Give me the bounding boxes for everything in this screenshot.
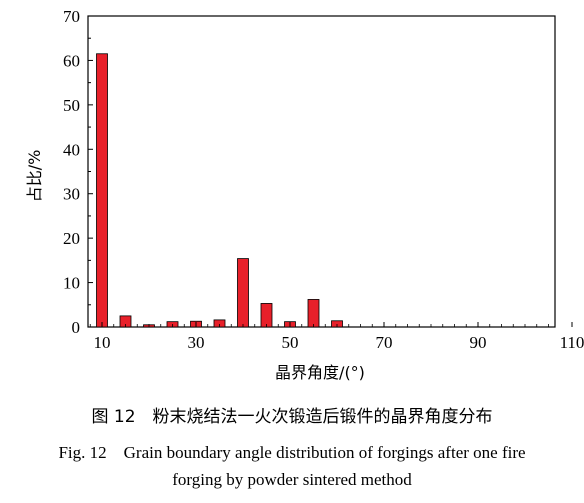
bar	[237, 258, 249, 328]
y-axis-label: 占比/%	[25, 150, 44, 203]
x-tick-label: 10	[94, 333, 111, 352]
bar	[260, 303, 273, 328]
caption-english-line1: Fig. 12 Grain boundary angle distributio…	[58, 443, 526, 462]
y-tick-label: 70	[63, 7, 80, 26]
y-axis: 0 10 20 30 40 50 60 70	[63, 7, 93, 337]
x-tick-label: 30	[188, 333, 205, 352]
y-tick-label: 30	[63, 185, 80, 204]
caption-english-line2: forging by powder sintered method	[172, 470, 412, 489]
y-tick-label: 20	[63, 229, 80, 248]
x-tick-label: 90	[470, 333, 487, 352]
x-tick-label: 110	[560, 333, 584, 352]
caption-chinese: 图 12 粉末烧结法一火次锻造后锻件的晶界角度分布	[91, 407, 493, 427]
bars-group	[96, 53, 343, 328]
bar	[307, 299, 320, 328]
y-tick-label: 50	[63, 96, 80, 115]
x-axis: 1030507090110130150170	[89, 322, 584, 352]
y-tick-label: 60	[63, 51, 80, 70]
y-tick-label: 0	[72, 318, 81, 337]
x-axis-label: 晶界角度/(°)	[275, 363, 365, 382]
x-tick-label: 70	[376, 333, 393, 352]
y-tick-label: 40	[63, 140, 80, 159]
plot-frame	[87, 15, 556, 328]
bar	[96, 53, 108, 328]
y-tick-label: 10	[63, 274, 80, 293]
x-tick-label: 50	[282, 333, 299, 352]
